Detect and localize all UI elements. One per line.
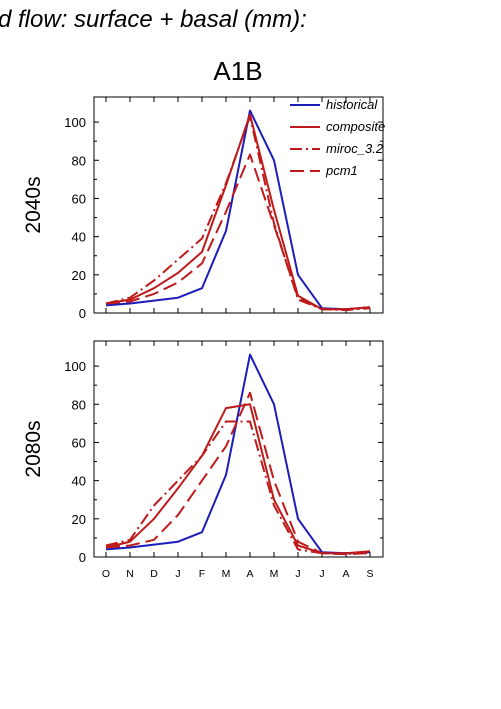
legend-label: pcm1 bbox=[325, 163, 358, 178]
row-label: 2080s bbox=[22, 420, 45, 477]
page-title: d flow: surface + basal (mm): bbox=[0, 6, 307, 33]
x-tick-label: A bbox=[246, 568, 253, 580]
x-tick-label: M bbox=[270, 568, 279, 580]
y-tick-label: 20 bbox=[72, 512, 86, 527]
y-tick-label: 40 bbox=[72, 230, 86, 245]
series-line-pcm1 bbox=[105, 391, 371, 556]
panel-2040s: 0 20 40 60 80 100 2040s historical composite miro… bbox=[22, 96, 385, 321]
series-line-pcm1 bbox=[105, 153, 371, 311]
y-tick-label: 40 bbox=[72, 474, 86, 489]
y-tick-label: 80 bbox=[72, 153, 86, 168]
legend: historical composite miroc_3.2 pcm1 bbox=[290, 97, 385, 178]
x-tick-label: M bbox=[222, 568, 231, 580]
x-tick-label: J bbox=[319, 568, 324, 580]
legend-label: historical bbox=[326, 97, 378, 112]
plot-frame bbox=[93, 96, 384, 314]
x-tick-label: A bbox=[342, 568, 349, 580]
legend-label: miroc_3.2 bbox=[326, 141, 384, 156]
scenario-title: A1B bbox=[213, 56, 262, 86]
x-tick-label: F bbox=[199, 568, 205, 580]
legend-label: composite bbox=[326, 119, 385, 134]
y-tick-label: 0 bbox=[79, 306, 86, 321]
y-tick-label: 60 bbox=[72, 191, 86, 206]
series-line-miroc-3-2 bbox=[105, 420, 371, 556]
y-tick-label: 100 bbox=[64, 115, 86, 130]
x-tick-label: J bbox=[295, 568, 300, 580]
y-tick-label: 100 bbox=[64, 359, 86, 374]
panels: 0 20 40 60 80 100 2040s historical composite miro… bbox=[22, 96, 385, 580]
y-tick-label: 80 bbox=[72, 397, 86, 412]
series-line-composite bbox=[105, 403, 371, 555]
plot-frame bbox=[93, 340, 384, 558]
x-tick-label: O bbox=[102, 568, 110, 580]
y-tick-label: 20 bbox=[72, 268, 86, 283]
row-label: 2040s bbox=[22, 176, 45, 233]
x-tick-label: J bbox=[175, 568, 180, 580]
x-tick-label: S bbox=[366, 568, 373, 580]
panel-2080s: 0 20 40 60 80 100 O N D J F M A M J J A S 2080s bbox=[22, 340, 384, 580]
x-tick-label: D bbox=[150, 568, 158, 580]
x-tick-label: N bbox=[126, 568, 134, 580]
series-line-historical bbox=[105, 353, 371, 555]
y-tick-label: 60 bbox=[72, 435, 86, 450]
y-tick-label: 0 bbox=[79, 550, 86, 565]
